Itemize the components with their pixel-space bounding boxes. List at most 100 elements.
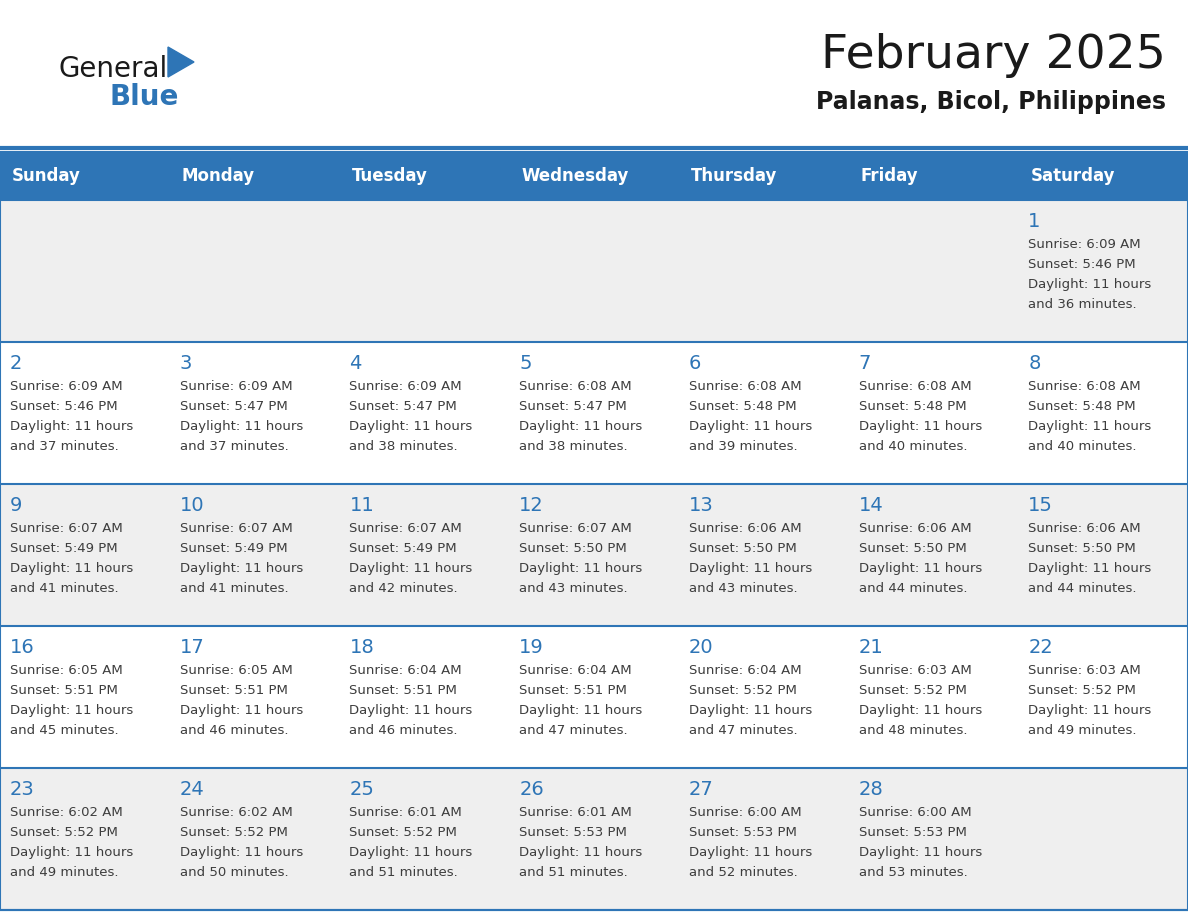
Text: and 44 minutes.: and 44 minutes. <box>1029 582 1137 595</box>
Text: Sunrise: 6:09 AM: Sunrise: 6:09 AM <box>349 380 462 393</box>
Text: Wednesday: Wednesday <box>522 167 628 185</box>
Text: Sunset: 5:53 PM: Sunset: 5:53 PM <box>689 826 797 839</box>
Text: Sunset: 5:50 PM: Sunset: 5:50 PM <box>859 542 966 555</box>
Text: Sunrise: 6:07 AM: Sunrise: 6:07 AM <box>519 522 632 535</box>
Text: Sunset: 5:48 PM: Sunset: 5:48 PM <box>689 400 796 413</box>
Text: Sunset: 5:51 PM: Sunset: 5:51 PM <box>519 684 627 697</box>
Text: Daylight: 11 hours: Daylight: 11 hours <box>859 846 981 859</box>
Bar <box>0 342 1188 484</box>
Text: 2: 2 <box>10 354 23 373</box>
Text: 9: 9 <box>10 496 23 515</box>
Text: and 40 minutes.: and 40 minutes. <box>1029 440 1137 453</box>
Text: Daylight: 11 hours: Daylight: 11 hours <box>859 420 981 433</box>
Text: Daylight: 11 hours: Daylight: 11 hours <box>349 562 473 575</box>
Text: Sunset: 5:49 PM: Sunset: 5:49 PM <box>349 542 457 555</box>
Text: Sunrise: 6:05 AM: Sunrise: 6:05 AM <box>179 664 292 677</box>
Text: Sunset: 5:47 PM: Sunset: 5:47 PM <box>349 400 457 413</box>
Text: and 53 minutes.: and 53 minutes. <box>859 866 967 879</box>
Text: 27: 27 <box>689 780 714 799</box>
Text: and 38 minutes.: and 38 minutes. <box>349 440 459 453</box>
Text: Sunset: 5:52 PM: Sunset: 5:52 PM <box>859 684 967 697</box>
Text: 16: 16 <box>10 638 34 657</box>
Text: and 43 minutes.: and 43 minutes. <box>689 582 797 595</box>
Bar <box>0 152 1188 200</box>
Text: Saturday: Saturday <box>1030 167 1114 185</box>
Text: Daylight: 11 hours: Daylight: 11 hours <box>519 846 643 859</box>
Text: Daylight: 11 hours: Daylight: 11 hours <box>349 420 473 433</box>
Text: Sunset: 5:48 PM: Sunset: 5:48 PM <box>859 400 966 413</box>
Text: and 38 minutes.: and 38 minutes. <box>519 440 627 453</box>
Text: Sunset: 5:47 PM: Sunset: 5:47 PM <box>519 400 627 413</box>
Bar <box>0 200 1188 342</box>
Text: Sunset: 5:46 PM: Sunset: 5:46 PM <box>10 400 118 413</box>
Text: Sunrise: 6:05 AM: Sunrise: 6:05 AM <box>10 664 122 677</box>
Text: 13: 13 <box>689 496 714 515</box>
Text: Sunrise: 6:00 AM: Sunrise: 6:00 AM <box>689 806 802 819</box>
Text: Sunset: 5:52 PM: Sunset: 5:52 PM <box>10 826 118 839</box>
Text: and 37 minutes.: and 37 minutes. <box>179 440 289 453</box>
Text: Sunset: 5:51 PM: Sunset: 5:51 PM <box>179 684 287 697</box>
Text: Sunset: 5:52 PM: Sunset: 5:52 PM <box>179 826 287 839</box>
Text: 20: 20 <box>689 638 714 657</box>
Text: and 51 minutes.: and 51 minutes. <box>519 866 628 879</box>
Text: 1: 1 <box>1029 212 1041 231</box>
Text: Sunrise: 6:00 AM: Sunrise: 6:00 AM <box>859 806 972 819</box>
Text: Sunset: 5:53 PM: Sunset: 5:53 PM <box>519 826 627 839</box>
Bar <box>0 152 1188 910</box>
Polygon shape <box>168 47 194 77</box>
Text: 25: 25 <box>349 780 374 799</box>
Text: Daylight: 11 hours: Daylight: 11 hours <box>10 420 133 433</box>
Text: and 45 minutes.: and 45 minutes. <box>10 724 119 737</box>
Text: Sunset: 5:50 PM: Sunset: 5:50 PM <box>519 542 627 555</box>
Text: and 52 minutes.: and 52 minutes. <box>689 866 797 879</box>
Text: Sunrise: 6:04 AM: Sunrise: 6:04 AM <box>689 664 802 677</box>
Text: 3: 3 <box>179 354 192 373</box>
Text: Sunrise: 6:02 AM: Sunrise: 6:02 AM <box>10 806 122 819</box>
Text: Sunrise: 6:02 AM: Sunrise: 6:02 AM <box>179 806 292 819</box>
Text: Sunrise: 6:09 AM: Sunrise: 6:09 AM <box>1029 238 1140 251</box>
Text: Sunrise: 6:08 AM: Sunrise: 6:08 AM <box>519 380 632 393</box>
Text: Daylight: 11 hours: Daylight: 11 hours <box>1029 562 1151 575</box>
Text: 18: 18 <box>349 638 374 657</box>
Text: and 41 minutes.: and 41 minutes. <box>179 582 289 595</box>
Text: Sunset: 5:51 PM: Sunset: 5:51 PM <box>349 684 457 697</box>
Text: 15: 15 <box>1029 496 1053 515</box>
Text: Sunrise: 6:07 AM: Sunrise: 6:07 AM <box>349 522 462 535</box>
Text: Sunrise: 6:03 AM: Sunrise: 6:03 AM <box>859 664 972 677</box>
Text: Sunrise: 6:06 AM: Sunrise: 6:06 AM <box>689 522 802 535</box>
Text: Friday: Friday <box>860 167 918 185</box>
Text: Sunrise: 6:04 AM: Sunrise: 6:04 AM <box>519 664 632 677</box>
Text: Sunrise: 6:03 AM: Sunrise: 6:03 AM <box>1029 664 1140 677</box>
Text: 19: 19 <box>519 638 544 657</box>
Text: Daylight: 11 hours: Daylight: 11 hours <box>689 846 813 859</box>
Text: 8: 8 <box>1029 354 1041 373</box>
Text: General: General <box>58 55 168 83</box>
Text: Tuesday: Tuesday <box>352 167 428 185</box>
Text: Daylight: 11 hours: Daylight: 11 hours <box>689 420 813 433</box>
Text: Sunrise: 6:01 AM: Sunrise: 6:01 AM <box>519 806 632 819</box>
Text: Daylight: 11 hours: Daylight: 11 hours <box>689 562 813 575</box>
Text: Daylight: 11 hours: Daylight: 11 hours <box>519 562 643 575</box>
Text: 5: 5 <box>519 354 532 373</box>
Text: Sunset: 5:50 PM: Sunset: 5:50 PM <box>689 542 797 555</box>
Text: and 43 minutes.: and 43 minutes. <box>519 582 627 595</box>
Text: and 50 minutes.: and 50 minutes. <box>179 866 289 879</box>
Text: Daylight: 11 hours: Daylight: 11 hours <box>179 420 303 433</box>
Text: 7: 7 <box>859 354 871 373</box>
Text: Daylight: 11 hours: Daylight: 11 hours <box>1029 278 1151 291</box>
Text: 11: 11 <box>349 496 374 515</box>
Text: Sunrise: 6:04 AM: Sunrise: 6:04 AM <box>349 664 462 677</box>
Text: Sunrise: 6:01 AM: Sunrise: 6:01 AM <box>349 806 462 819</box>
Text: Sunset: 5:50 PM: Sunset: 5:50 PM <box>1029 542 1136 555</box>
Bar <box>0 626 1188 768</box>
Text: Sunset: 5:47 PM: Sunset: 5:47 PM <box>179 400 287 413</box>
Text: 28: 28 <box>859 780 884 799</box>
Text: and 49 minutes.: and 49 minutes. <box>1029 724 1137 737</box>
Text: Daylight: 11 hours: Daylight: 11 hours <box>349 846 473 859</box>
Text: Sunset: 5:52 PM: Sunset: 5:52 PM <box>349 826 457 839</box>
Text: Daylight: 11 hours: Daylight: 11 hours <box>859 562 981 575</box>
Bar <box>0 768 1188 910</box>
Text: Sunset: 5:48 PM: Sunset: 5:48 PM <box>1029 400 1136 413</box>
Text: Daylight: 11 hours: Daylight: 11 hours <box>519 420 643 433</box>
Text: and 41 minutes.: and 41 minutes. <box>10 582 119 595</box>
